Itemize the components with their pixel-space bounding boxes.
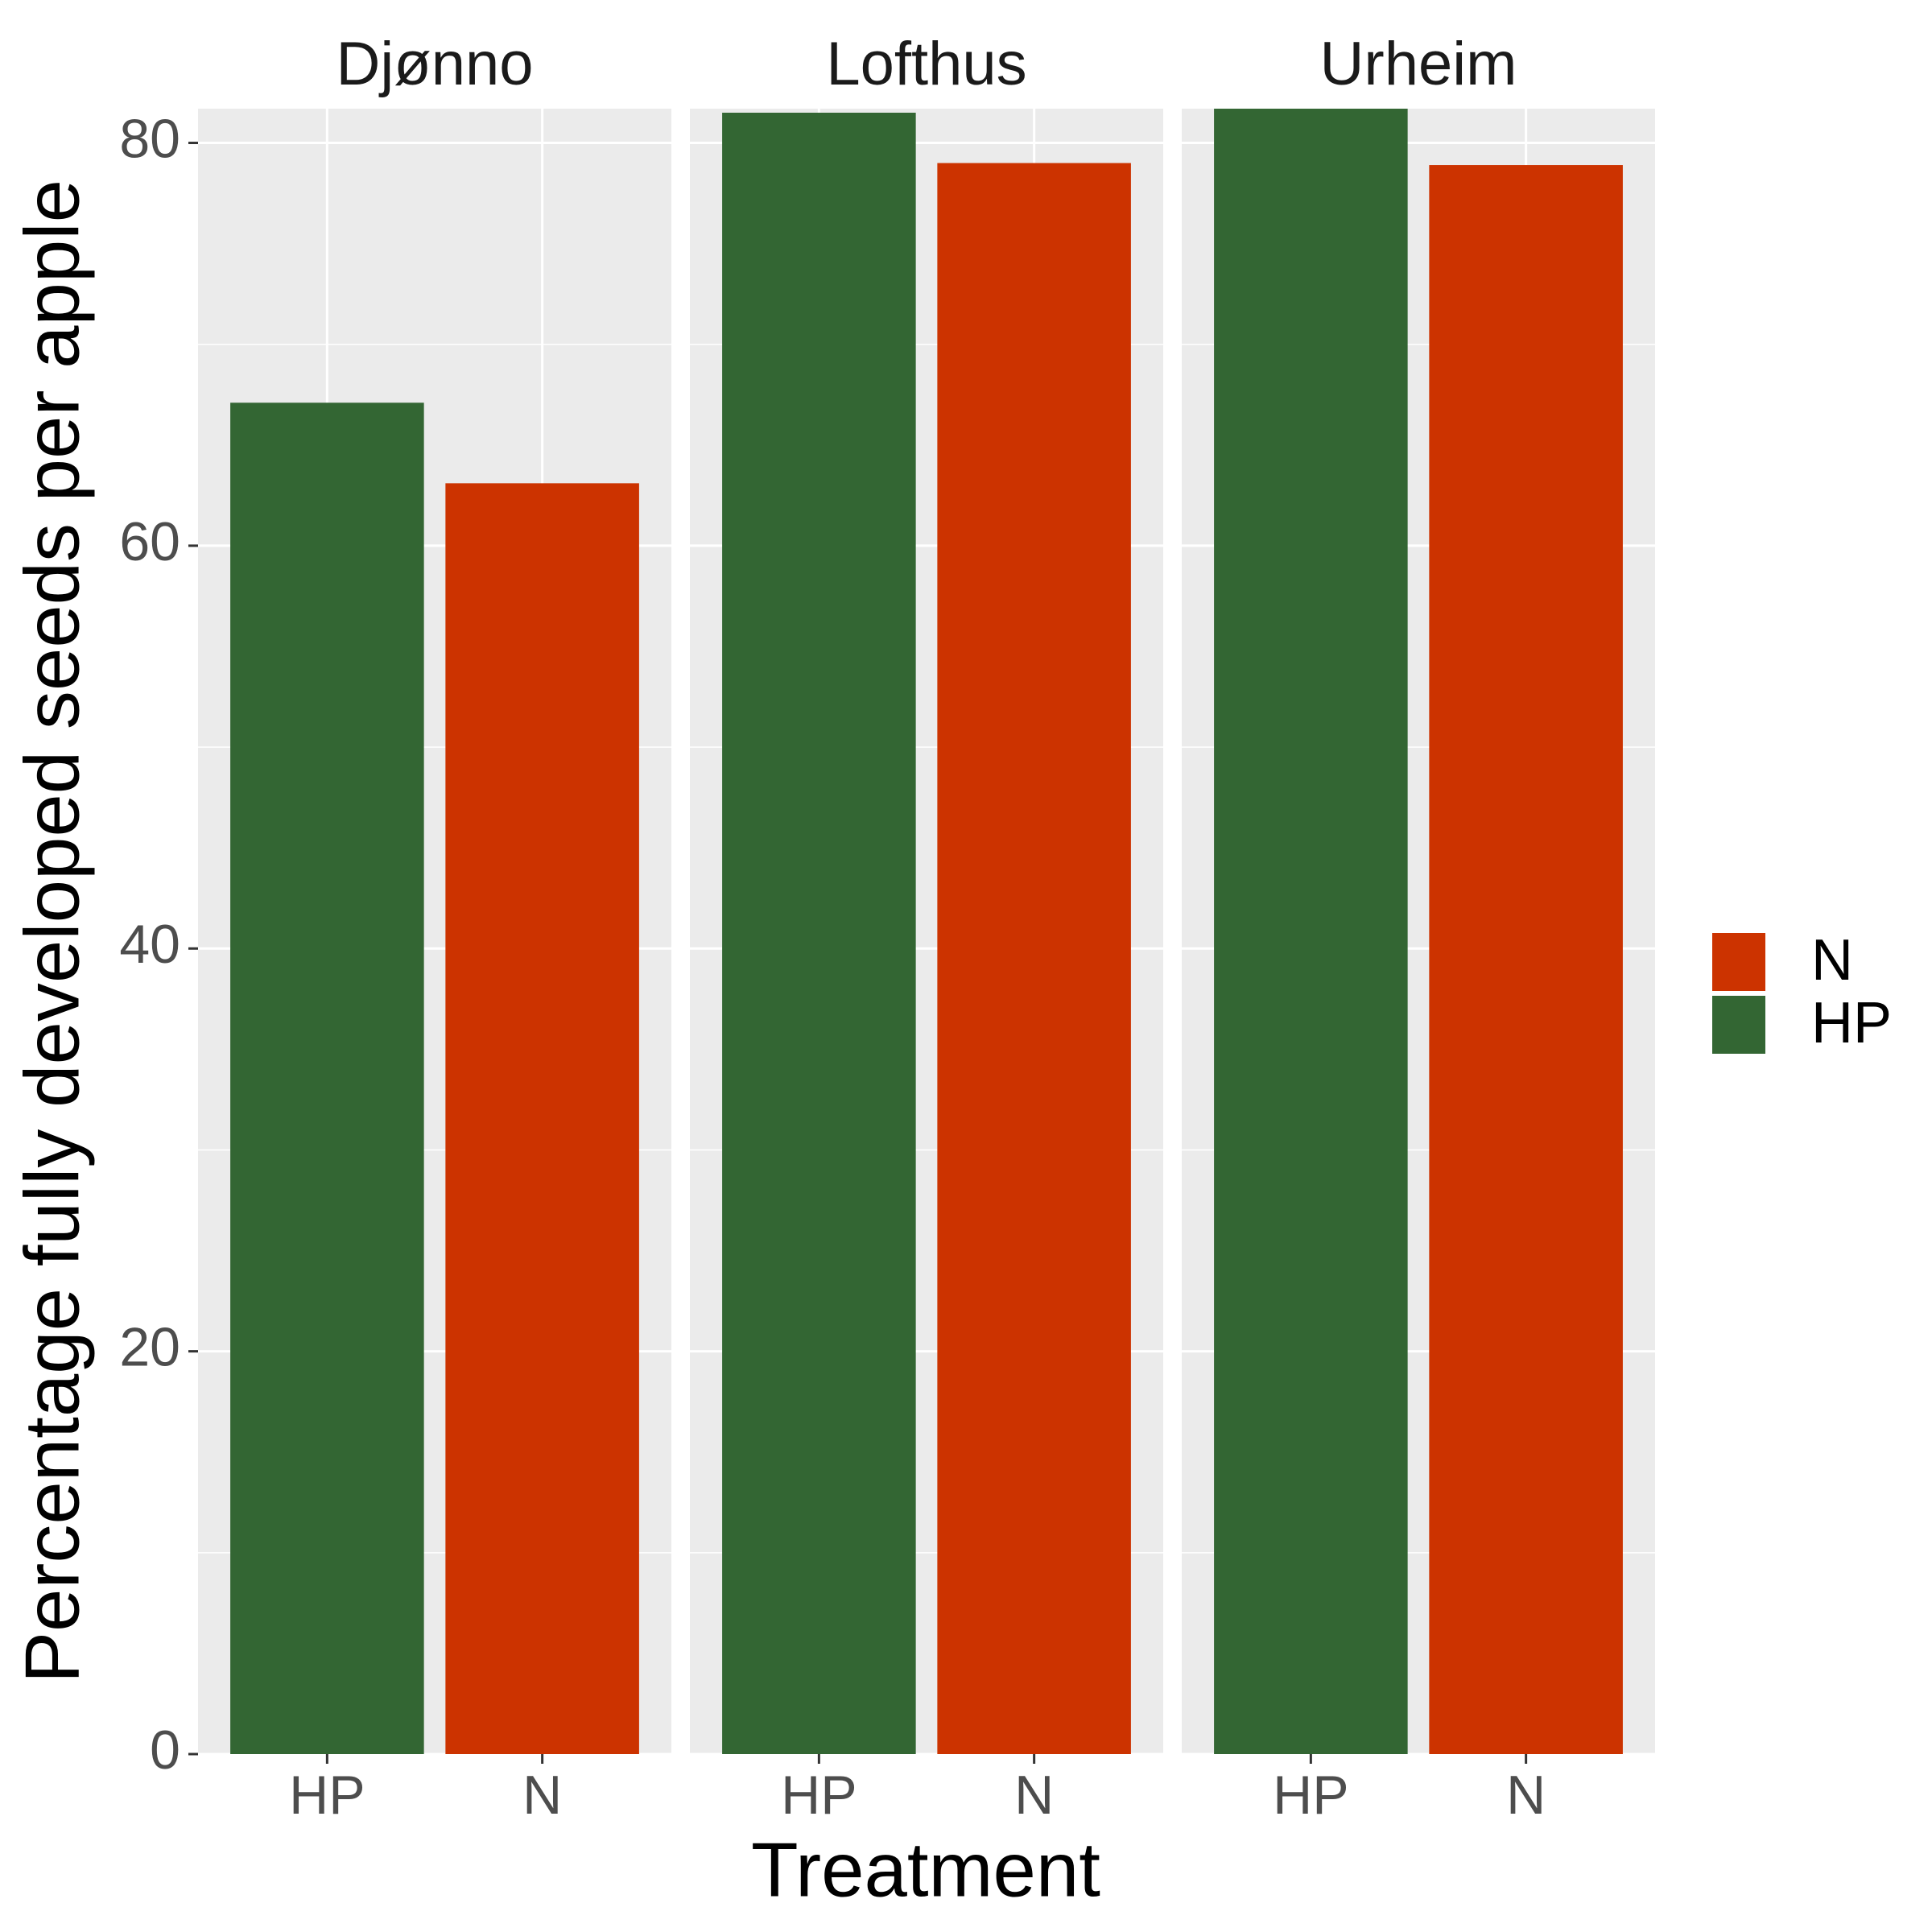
bar bbox=[1429, 165, 1623, 1755]
bar bbox=[937, 163, 1131, 1755]
y-tick-label: 80 bbox=[119, 108, 180, 169]
bar bbox=[230, 402, 424, 1754]
y-tick-label: 40 bbox=[119, 914, 180, 975]
x-tick-label: N bbox=[1506, 1765, 1546, 1826]
x-tick-label: HP bbox=[1273, 1765, 1348, 1826]
y-tick-label: 20 bbox=[119, 1317, 180, 1378]
x-tick-label: HP bbox=[289, 1765, 365, 1826]
x-tick-label: HP bbox=[781, 1765, 857, 1826]
facet-title: Djønno bbox=[336, 30, 534, 98]
legend-key bbox=[1711, 931, 1767, 993]
y-tick-label: 60 bbox=[119, 511, 180, 572]
legend-label: HP bbox=[1811, 991, 1892, 1055]
legend-label: N bbox=[1811, 928, 1853, 993]
bar bbox=[722, 113, 916, 1755]
facet-title: Urheim bbox=[1320, 30, 1517, 98]
x-tick-label: N bbox=[1014, 1765, 1054, 1826]
bar bbox=[1214, 109, 1408, 1754]
bar bbox=[445, 483, 639, 1754]
x-axis-title: Treatment bbox=[751, 1827, 1100, 1913]
y-tick-label: 0 bbox=[150, 1719, 180, 1781]
facet-title: Lofthus bbox=[826, 30, 1026, 98]
y-axis-title: Percentage fully developed seeds per app… bbox=[9, 180, 95, 1683]
legend-key bbox=[1711, 994, 1767, 1055]
x-tick-label: N bbox=[522, 1765, 562, 1826]
